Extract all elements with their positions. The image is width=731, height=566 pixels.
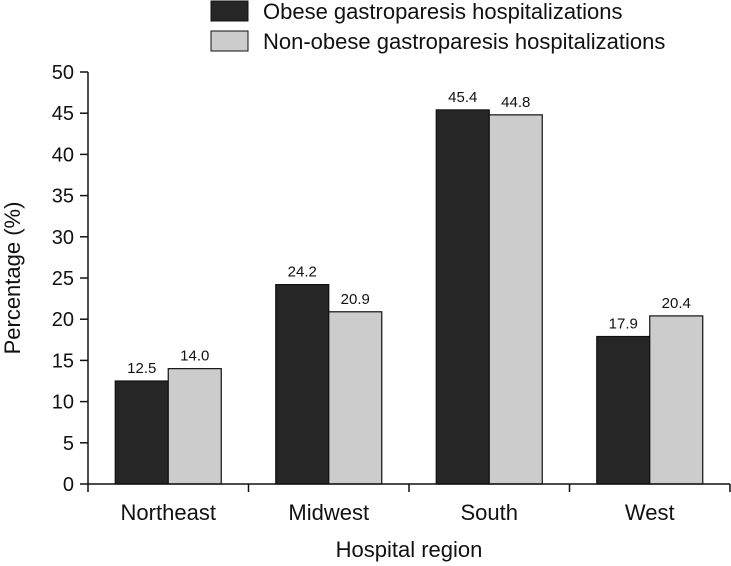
- x-axis-title: Hospital region: [336, 537, 483, 562]
- y-tick-label: 10: [52, 392, 74, 414]
- legend-label-non-obese: Non-obese gastroparesis hospitalizations: [263, 29, 665, 54]
- data-label: 45.4: [448, 89, 477, 106]
- y-tick-label: 40: [52, 144, 74, 166]
- data-label: 20.4: [662, 295, 691, 312]
- legend-swatch-non-obese: [210, 30, 249, 52]
- data-label: 24.2: [288, 264, 317, 281]
- legend-swatch-obese: [210, 0, 249, 22]
- bar-non-obese-west: [649, 315, 704, 485]
- legend-label-obese: Obese gastroparesis hospitalizations: [263, 0, 623, 24]
- y-tick-label: 50: [52, 62, 74, 84]
- y-tick-label: 25: [52, 268, 74, 290]
- y-tick-label: 0: [63, 474, 74, 496]
- y-axis-title: Percentage (%): [0, 202, 25, 355]
- bar-non-obese-midwest: [328, 311, 383, 485]
- data-label: 44.8: [501, 94, 530, 111]
- x-tick-label: West: [625, 500, 675, 525]
- x-tick-label: Northeast: [121, 500, 216, 525]
- x-tick-label: Midwest: [288, 500, 369, 525]
- bar-obese-northeast: [114, 380, 169, 485]
- x-tick-label: South: [461, 500, 519, 525]
- bar-obese-south: [435, 109, 490, 485]
- data-label: 12.5: [127, 360, 156, 377]
- data-label: 17.9: [609, 316, 638, 333]
- y-tick-label: 15: [52, 350, 74, 372]
- y-tick-label: 5: [63, 433, 74, 455]
- bar-obese-midwest: [275, 283, 330, 485]
- bar-non-obese-south: [488, 114, 543, 485]
- y-tick-label: 45: [52, 103, 74, 125]
- bar-non-obese-northeast: [167, 368, 222, 485]
- bars: 12.5 14.0 24.2 20.9 45.4 44.8 17.9 20.4: [114, 89, 704, 485]
- y-tick-label: 35: [52, 186, 74, 208]
- y-tick-label: 20: [52, 309, 74, 331]
- y-tick-label: 30: [52, 227, 74, 249]
- data-label: 20.9: [341, 291, 370, 308]
- legend: Obese gastroparesis hospitalizations Non…: [210, 0, 665, 54]
- y-axis-ticks: 0 5 10 15 20 25 30 35 40 45 50: [52, 62, 88, 496]
- bar-obese-west: [596, 335, 651, 485]
- x-axis-ticks: Northeast Midwest South West: [87, 484, 731, 525]
- data-label: 14.0: [180, 348, 209, 365]
